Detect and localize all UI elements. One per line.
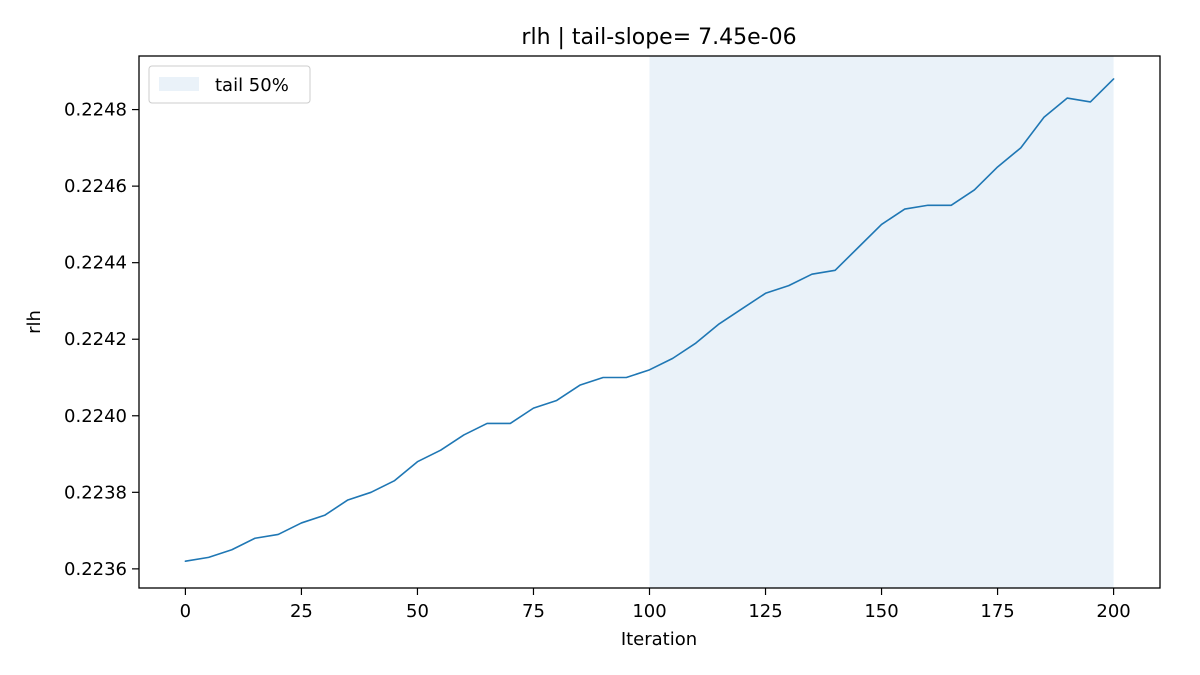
y-tick-label: 0.2248 (64, 100, 127, 121)
legend-label: tail 50% (215, 75, 289, 96)
series-line (184, 78, 1115, 563)
x-tick-label: 75 (522, 601, 545, 622)
legend-swatch (159, 77, 199, 91)
x-tick-label: 150 (864, 601, 898, 622)
legend-box (148, 65, 311, 104)
x-tick-label: 25 (290, 601, 313, 622)
chart-title: rlh | tail-slope= 7.45e-06 (521, 25, 796, 50)
y-tick-label: 0.2240 (64, 406, 127, 427)
x-tick-label: 0 (180, 601, 191, 622)
x-tick-label: 175 (980, 601, 1014, 622)
x-tick-label: 200 (1096, 601, 1130, 622)
x-tick-label: 50 (406, 601, 429, 622)
y-tick-label: 0.2236 (64, 559, 127, 580)
tail-shaded-region (649, 56, 1114, 588)
y-tick-label: 0.2246 (64, 176, 127, 197)
y-tick-label: 0.2238 (64, 482, 127, 503)
y-tick-label: 0.2242 (64, 329, 127, 350)
y-tick-label: 0.2244 (64, 253, 127, 274)
x-tick-label: 125 (748, 601, 782, 622)
x-tick-label: 100 (632, 601, 666, 622)
x-axis-label: Iteration (621, 629, 697, 650)
y-axis-label: rlh (24, 310, 45, 334)
legend: tail 50% (148, 65, 311, 104)
